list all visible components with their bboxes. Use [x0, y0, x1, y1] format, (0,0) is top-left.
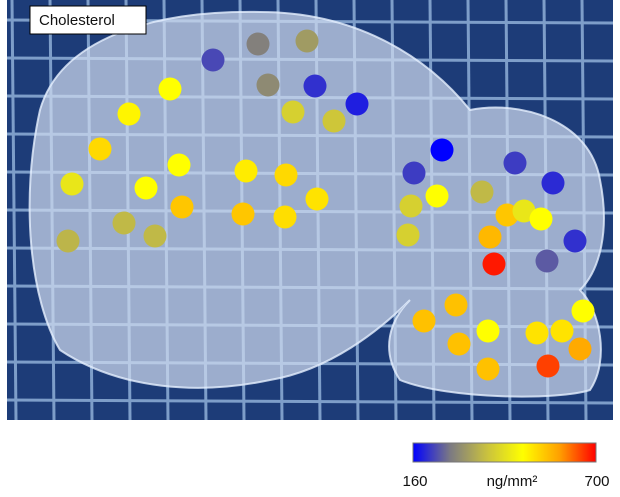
- colorbar-min: 160: [402, 473, 427, 490]
- dot: [563, 229, 587, 253]
- title-box: [29, 5, 147, 35]
- dot: [234, 159, 258, 183]
- dot: [303, 74, 327, 98]
- dot: [88, 137, 112, 161]
- dot: [571, 299, 595, 323]
- dot: [273, 205, 297, 229]
- dot: [246, 32, 270, 56]
- dot: [503, 151, 527, 175]
- dot: [60, 172, 84, 196]
- chart-title: Cholesterol: [39, 12, 115, 29]
- dot: [396, 223, 420, 247]
- dot: [167, 153, 191, 177]
- dot: [170, 195, 194, 219]
- dot: [345, 92, 369, 116]
- dot: [425, 184, 449, 208]
- dot: [482, 252, 506, 276]
- dot: [476, 319, 500, 343]
- colorbar: [412, 442, 597, 463]
- dot: [305, 187, 329, 211]
- dot: [536, 354, 560, 378]
- dot: [117, 102, 141, 126]
- dot: [158, 77, 182, 101]
- dot: [295, 29, 319, 53]
- colorbar-max: 700: [584, 473, 609, 490]
- dot: [134, 176, 158, 200]
- dot: [430, 138, 454, 162]
- dot: [143, 224, 167, 248]
- dot: [476, 357, 500, 381]
- dot: [201, 48, 225, 72]
- dot: [535, 249, 559, 273]
- dot: [447, 332, 471, 356]
- dot: [231, 202, 255, 226]
- dot: [470, 180, 494, 204]
- dot: [478, 225, 502, 249]
- dot: [412, 309, 436, 333]
- dot: [274, 163, 298, 187]
- dot: [541, 171, 565, 195]
- dot: [568, 337, 592, 361]
- dot: [550, 319, 574, 343]
- dot: [56, 229, 80, 253]
- dot: [444, 293, 468, 317]
- colorbar-label: ng/mm²: [487, 473, 538, 490]
- dot: [525, 321, 549, 345]
- dot: [402, 161, 426, 185]
- dot: [322, 109, 346, 133]
- photo-grid: [7, 398, 613, 405]
- dot: [256, 73, 280, 97]
- dot: [281, 100, 305, 124]
- dot: [529, 207, 553, 231]
- dot: [112, 211, 136, 235]
- dot: [399, 194, 423, 218]
